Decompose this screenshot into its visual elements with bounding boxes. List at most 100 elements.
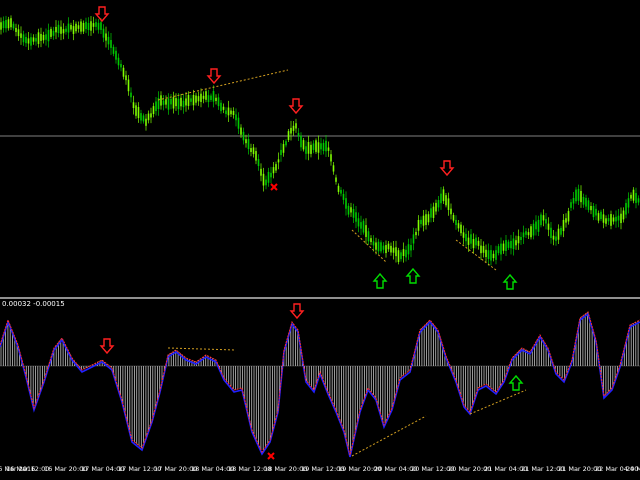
cross-icon[interactable] [267, 452, 275, 460]
time-tick-label: 19 Mar 12:00 [301, 465, 345, 473]
candle-body [497, 246, 500, 254]
candle-body [210, 95, 212, 101]
candle-body [152, 106, 155, 114]
candle-body [455, 219, 457, 226]
candle-body [460, 224, 462, 234]
candle-body [382, 245, 385, 250]
down-arrow-icon[interactable] [289, 303, 305, 320]
candle-body [177, 98, 180, 110]
candle-body [545, 218, 547, 224]
candle-body [537, 219, 540, 232]
time-tick-label: 17 Mar 04:00 [81, 465, 125, 473]
candle-body [187, 94, 190, 106]
candle-body [125, 75, 127, 81]
down-arrow-icon[interactable] [94, 6, 110, 23]
candle-body [617, 215, 620, 221]
candle-body [510, 240, 512, 249]
price-candles [0, 15, 640, 266]
candle-body [142, 115, 145, 122]
trendline[interactable] [351, 415, 427, 457]
candle-body [270, 172, 272, 178]
candle-body [90, 21, 92, 31]
candle-body [277, 159, 280, 163]
candle-body [282, 144, 285, 153]
down-arrow-icon[interactable] [206, 68, 222, 85]
cross-icon[interactable] [270, 183, 278, 191]
candle-body [17, 29, 20, 37]
down-arrow-icon[interactable] [99, 338, 115, 355]
candle-body [457, 223, 460, 229]
candle-body [447, 198, 450, 210]
candle-body [507, 241, 510, 248]
candle-body [387, 243, 390, 250]
candle-body [252, 147, 255, 155]
candle-body [230, 110, 232, 115]
candle-body [505, 240, 507, 252]
candle-body [267, 171, 270, 183]
up-arrow-icon[interactable] [372, 272, 388, 289]
candle-body [317, 142, 320, 153]
candle-body [515, 240, 517, 246]
candle-body [430, 208, 432, 218]
trendline[interactable] [167, 347, 237, 351]
down-arrow-icon[interactable] [439, 160, 455, 177]
up-arrow-icon[interactable] [405, 267, 421, 284]
candle-body [130, 92, 132, 98]
candle-body [407, 244, 410, 255]
candle-body [587, 200, 590, 210]
candle-body [0, 22, 2, 30]
candle-body [542, 215, 545, 221]
candle-body [300, 135, 302, 148]
oscillator-pane[interactable] [0, 303, 640, 460]
candle-body [392, 247, 395, 253]
candle-body [215, 97, 217, 101]
candle-body [612, 217, 615, 222]
candle-body [367, 231, 370, 242]
up-arrow-icon[interactable] [502, 273, 518, 290]
trendline[interactable] [157, 69, 289, 101]
candle-body [170, 98, 172, 105]
candle-body [405, 249, 407, 258]
trendline[interactable] [455, 239, 497, 271]
up-arrow-icon[interactable] [508, 374, 524, 391]
time-axis: 16 Mar 2016 16 Mar 12:00 16 Mar 20:00 17… [0, 464, 640, 480]
oscillator-trendlines [167, 347, 527, 457]
candle-body [432, 206, 435, 218]
time-tick-label: 16 Mar 20:00 [44, 465, 88, 473]
trendline[interactable] [469, 389, 527, 415]
time-tick-label: 17 Mar 12:00 [118, 465, 162, 473]
candle-body [365, 225, 367, 237]
candle-body [502, 243, 505, 251]
candle-body [402, 249, 405, 257]
candle-body [575, 189, 577, 202]
price-signal-markers [94, 6, 518, 290]
candle-body [345, 198, 347, 209]
candle-body [372, 241, 375, 246]
candle-body [342, 193, 345, 200]
candle-body [80, 21, 82, 32]
candle-body [422, 215, 425, 226]
candle-body [202, 95, 205, 99]
candle-body [145, 118, 147, 126]
candle-body [557, 228, 560, 240]
candle-body [32, 37, 35, 42]
candle-body [410, 245, 412, 251]
candle-body [250, 148, 252, 152]
candle-body [212, 91, 215, 102]
candle-body [197, 96, 200, 102]
candle-body [627, 198, 630, 208]
price-chart-pane[interactable] [0, 6, 640, 290]
oscillator-signal-line [0, 312, 640, 458]
candle-body [307, 142, 310, 154]
candle-body [195, 95, 197, 103]
candle-body [140, 113, 142, 121]
price-trendlines [157, 69, 497, 271]
candle-body [27, 38, 30, 44]
down-arrow-icon[interactable] [288, 98, 304, 115]
candle-body [330, 154, 332, 162]
candle-body [572, 198, 575, 204]
candle-body [135, 105, 137, 116]
candle-body [95, 22, 97, 27]
candle-body [500, 243, 502, 255]
